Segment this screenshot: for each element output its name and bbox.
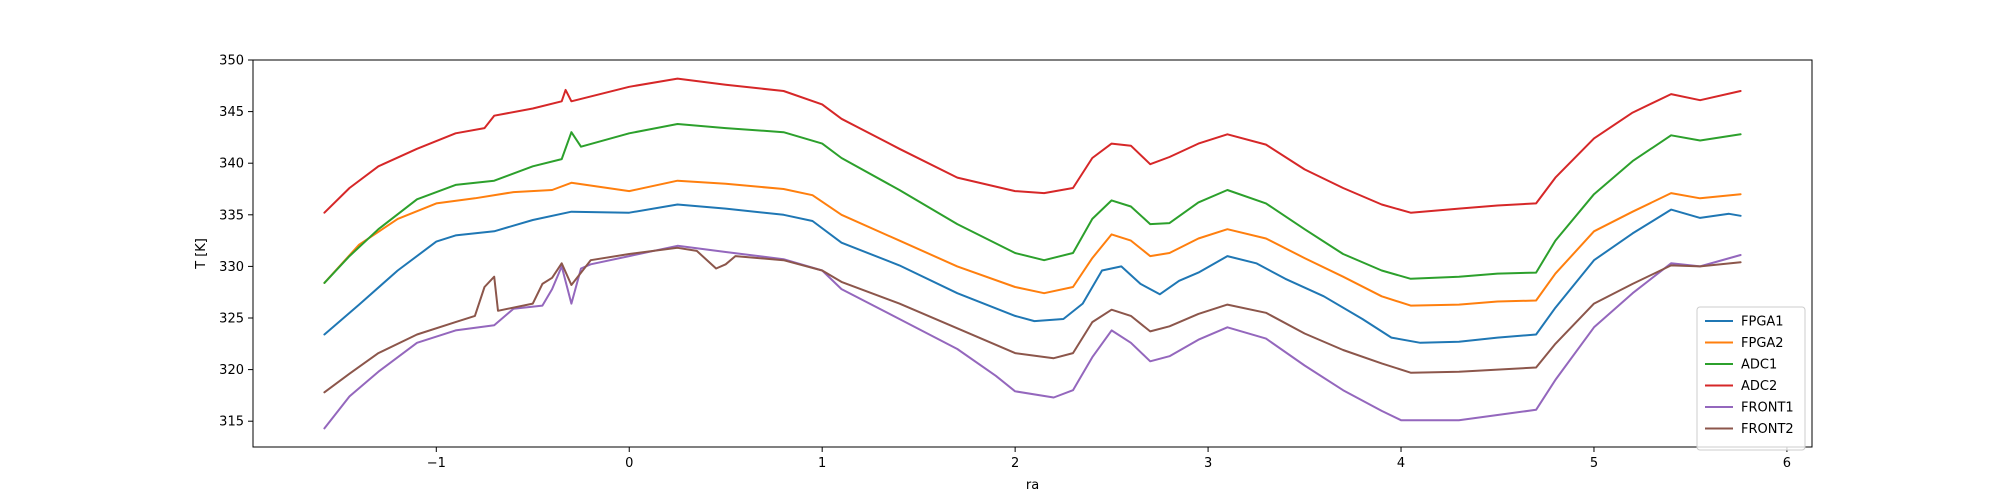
y-tick-label: 350	[219, 54, 244, 69]
legend: FPGA1 FPGA2 ADC1 ADC2 FRONT1 FRONT2	[1696, 306, 1806, 451]
y-tick-label: 330	[219, 260, 244, 275]
x-axis-label: ra	[1026, 478, 1039, 493]
legend-label-fpga1: FPGA1	[1741, 315, 1784, 330]
y-axis-ticks: 315 320 325 330 335 340 345 350	[219, 54, 253, 430]
y-tick-label: 320	[219, 363, 244, 378]
y-tick-label: 335	[219, 208, 244, 223]
legend-label-front1: FRONT1	[1741, 401, 1794, 416]
series-line-fpga1	[323, 203, 1742, 344]
x-axis-ticks: −1 0 1 2 3 4 5 6	[427, 447, 1791, 471]
series-lines	[323, 77, 1742, 430]
x-tick-label: 5	[1590, 456, 1598, 471]
series-line-fpga2	[323, 179, 1742, 307]
x-tick-label: 3	[1204, 456, 1212, 471]
legend-label-adc2: ADC2	[1741, 379, 1777, 394]
x-tick-label: 6	[1783, 456, 1791, 471]
legend-label-front2: FRONT2	[1741, 422, 1794, 437]
x-tick-label: 0	[625, 456, 633, 471]
x-tick-label: 2	[1011, 456, 1019, 471]
y-axis-label: T [K]	[194, 238, 209, 270]
series-line-adc2	[323, 77, 1742, 214]
series-line-front1	[323, 244, 1742, 430]
legend-label-adc1: ADC1	[1741, 358, 1777, 373]
plot-frame	[252, 59, 1813, 448]
x-tick-label: 1	[818, 456, 826, 471]
series-line-adc1	[323, 123, 1742, 284]
x-tick-label: −1	[427, 456, 446, 471]
y-tick-label: 345	[219, 105, 244, 120]
y-tick-label: 325	[219, 312, 244, 327]
y-tick-label: 315	[219, 415, 244, 430]
legend-label-fpga2: FPGA2	[1741, 336, 1784, 351]
series-line-front2	[323, 246, 1742, 394]
x-tick-label: 4	[1397, 456, 1405, 471]
y-tick-label: 340	[219, 157, 244, 172]
